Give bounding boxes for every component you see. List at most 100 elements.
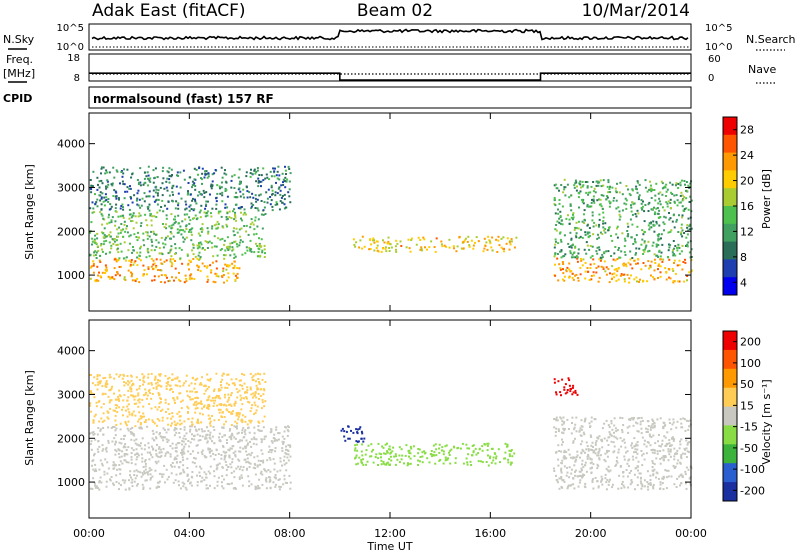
power-echo-pixel <box>138 281 141 284</box>
power-echo-pixel <box>101 231 103 234</box>
power-echo-pixel <box>96 198 99 201</box>
velocity-echo-pixel <box>572 477 575 480</box>
velocity-echo-pixel <box>612 451 615 454</box>
power-echo-pixel <box>149 180 152 183</box>
velocity-echo-pixel <box>110 387 113 390</box>
power-echo-pixel <box>673 262 675 264</box>
velocity-echo-pixel <box>253 456 256 459</box>
power-echo-pixel <box>211 173 214 176</box>
velocity-echo-pixel <box>260 460 262 462</box>
velocity-echo-pixel <box>143 375 146 378</box>
velocity-echo-pixel <box>274 474 277 476</box>
power-echo-pixel <box>644 264 647 267</box>
velocity-echo-pixel <box>208 405 211 408</box>
power-echo-pixel <box>206 241 209 243</box>
velocity-colorbar-segment <box>723 425 737 445</box>
velocity-echo-pixel <box>576 393 579 396</box>
power-echo-pixel <box>122 228 124 231</box>
velocity-echo-pixel <box>135 448 138 451</box>
velocity-echo-pixel <box>651 423 654 426</box>
power-echo-pixel <box>683 196 686 198</box>
power-echo-pixel <box>472 244 475 247</box>
velocity-echo-pixel <box>168 413 171 415</box>
power-echo-pixel <box>186 213 189 216</box>
power-echo-pixel <box>640 268 643 271</box>
power-echo-pixel <box>148 179 151 182</box>
power-echo-pixel <box>198 246 201 249</box>
power-echo-pixel <box>673 226 676 229</box>
power-echo-pixel <box>197 254 200 257</box>
velocity-echo-pixel <box>255 409 258 412</box>
velocity-echo-pixel <box>250 393 253 396</box>
velocity-echo-pixel <box>213 487 216 490</box>
power-echo-pixel <box>615 268 618 270</box>
power-echo-pixel <box>253 233 256 236</box>
power-echo-pixel <box>609 186 612 188</box>
velocity-echo-pixel <box>135 388 138 391</box>
power-echo-pixel <box>122 235 125 238</box>
time-tick-label: 04:00 <box>173 527 205 540</box>
velocity-echo-pixel <box>235 414 238 417</box>
power-echo-pixel <box>103 240 106 243</box>
velocity-echo-pixel <box>227 373 230 376</box>
power-echo-pixel <box>382 247 384 250</box>
velocity-echo-pixel <box>233 476 236 479</box>
velocity-echo-pixel <box>127 403 130 406</box>
power-echo-pixel <box>659 265 662 268</box>
power-echo-pixel <box>623 273 626 276</box>
power-echo-pixel <box>177 192 180 195</box>
velocity-echo-pixel <box>469 460 472 463</box>
velocity-echo-pixel <box>563 480 566 483</box>
velocity-echo-pixel <box>151 419 154 422</box>
velocity-echo-pixel <box>430 450 433 452</box>
power-echo-pixel <box>655 220 658 223</box>
power-echo-pixel <box>561 205 564 208</box>
power-echo-pixel <box>576 257 579 260</box>
power-echo-pixel <box>611 239 614 242</box>
velocity-echo-pixel <box>234 420 237 423</box>
power-echo-pixel <box>502 247 505 250</box>
power-echo-pixel <box>260 185 262 188</box>
velocity-echo-pixel <box>238 476 241 479</box>
velocity-echo-pixel <box>454 457 457 460</box>
velocity-echo-pixel <box>400 448 403 451</box>
velocity-echo-pixel <box>141 460 144 463</box>
velocity-echo-pixel <box>275 426 278 429</box>
power-echo-pixel <box>225 246 228 249</box>
power-echo-pixel <box>681 216 684 219</box>
velocity-echo-pixel <box>223 403 226 406</box>
power-echo-pixel <box>498 244 501 247</box>
velocity-echo-pixel <box>175 427 178 430</box>
power-echo-pixel <box>642 253 645 255</box>
power-echo-pixel <box>240 227 243 230</box>
power-echo-pixel <box>279 189 282 192</box>
power-echo-pixel <box>561 261 564 263</box>
power-echo-pixel <box>595 271 598 274</box>
power-echo-pixel <box>106 186 109 189</box>
power-echo-pixel <box>187 263 190 266</box>
power-echo-pixel <box>239 207 242 210</box>
power-echo-pixel <box>597 233 599 236</box>
velocity-echo-pixel <box>206 406 209 409</box>
velocity-echo-pixel <box>605 419 608 422</box>
velocity-echo-pixel <box>634 488 636 491</box>
velocity-echo-pixel <box>668 453 671 456</box>
velocity-echo-pixel <box>92 468 95 471</box>
power-echo-pixel <box>201 172 204 175</box>
power-echo-pixel <box>640 243 643 246</box>
power-echo-pixel <box>376 249 379 252</box>
power-echo-pixel <box>210 242 213 245</box>
power-echo-pixel <box>174 215 177 218</box>
velocity-echo-pixel <box>117 395 120 398</box>
velocity-echo-pixel <box>142 488 145 490</box>
velocity-echo-pixel <box>130 374 133 377</box>
power-echo-pixel <box>117 197 120 199</box>
velocity-echo-pixel <box>224 393 226 396</box>
velocity-echo-pixel <box>555 419 558 422</box>
power-echo-pixel <box>162 210 165 213</box>
velocity-echo-pixel <box>251 379 254 382</box>
velocity-echo-pixel <box>361 443 364 446</box>
velocity-echo-pixel <box>553 378 556 381</box>
velocity-echo-pixel <box>221 374 224 377</box>
velocity-echo-pixel <box>94 413 97 416</box>
